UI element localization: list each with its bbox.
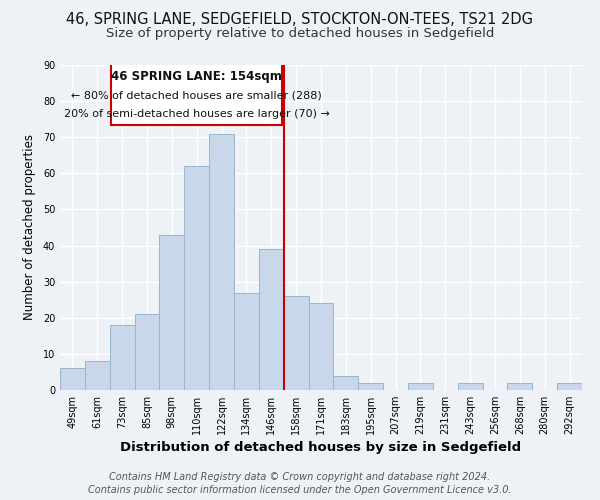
Bar	[110, 325, 134, 390]
Text: Size of property relative to detached houses in Sedgefield: Size of property relative to detached ho…	[106, 28, 494, 40]
Text: 46 SPRING LANE: 154sqm: 46 SPRING LANE: 154sqm	[111, 70, 282, 83]
Text: Contains HM Land Registry data © Crown copyright and database right 2024.: Contains HM Land Registry data © Crown c…	[109, 472, 491, 482]
Bar	[508, 383, 532, 390]
Bar	[334, 376, 358, 390]
Bar	[209, 134, 234, 390]
Bar	[557, 383, 582, 390]
Bar	[308, 304, 334, 390]
Text: 20% of semi-detached houses are larger (70) →: 20% of semi-detached houses are larger (…	[64, 108, 329, 118]
Bar	[184, 166, 209, 390]
Bar	[358, 383, 383, 390]
Bar	[408, 383, 433, 390]
Text: ← 80% of detached houses are smaller (288): ← 80% of detached houses are smaller (28…	[71, 90, 322, 100]
Bar	[458, 383, 482, 390]
Bar	[85, 361, 110, 390]
Bar	[160, 234, 184, 390]
FancyBboxPatch shape	[111, 63, 283, 124]
Text: 46, SPRING LANE, SEDGEFIELD, STOCKTON-ON-TEES, TS21 2DG: 46, SPRING LANE, SEDGEFIELD, STOCKTON-ON…	[67, 12, 533, 28]
Text: Contains public sector information licensed under the Open Government Licence v3: Contains public sector information licen…	[88, 485, 512, 495]
X-axis label: Distribution of detached houses by size in Sedgefield: Distribution of detached houses by size …	[121, 441, 521, 454]
Bar	[259, 249, 284, 390]
Bar	[284, 296, 308, 390]
Bar	[234, 292, 259, 390]
Bar	[60, 368, 85, 390]
Y-axis label: Number of detached properties: Number of detached properties	[23, 134, 36, 320]
Bar	[134, 314, 160, 390]
